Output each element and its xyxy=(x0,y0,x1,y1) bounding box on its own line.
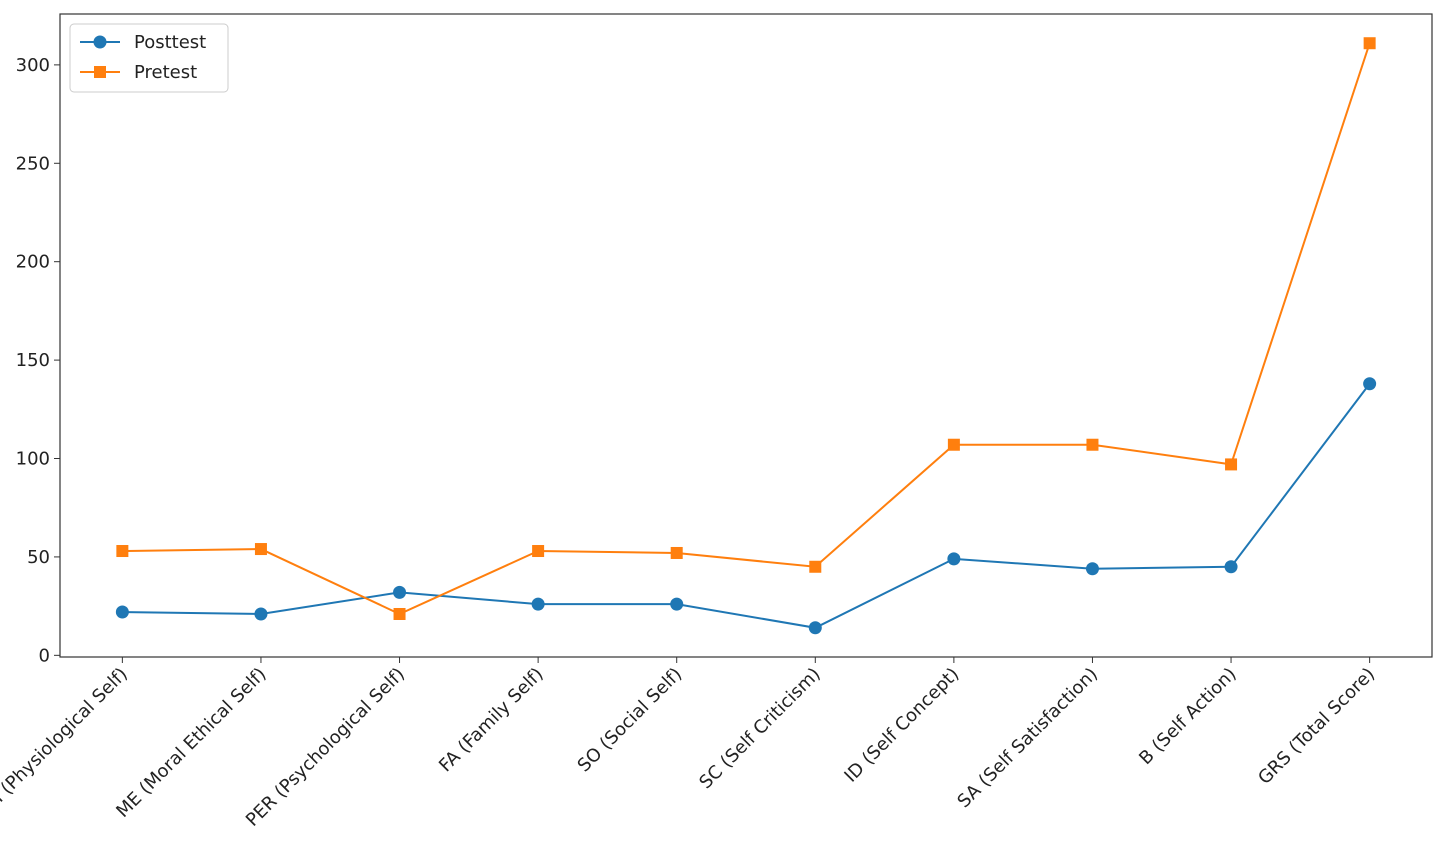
marker xyxy=(947,438,960,451)
marker xyxy=(808,621,822,635)
marker xyxy=(1224,560,1238,574)
marker xyxy=(254,607,268,621)
x-tick-label: GRS (Total Score) xyxy=(1254,664,1379,789)
y-tick-label: 100 xyxy=(16,449,50,470)
marker xyxy=(1363,37,1376,50)
x-tick-label: SC (Self Criticism) xyxy=(695,664,825,794)
marker xyxy=(393,585,407,599)
x-tick-label: PER (Psychological Self) xyxy=(242,664,409,831)
x-tick-label: PH (Physiological Self) xyxy=(0,664,132,821)
y-tick-label: 300 xyxy=(16,55,50,76)
y-tick-label: 200 xyxy=(16,252,50,273)
y-tick-label: 50 xyxy=(27,547,50,568)
marker xyxy=(393,607,406,620)
y-tick-label: 0 xyxy=(39,645,50,666)
x-tick-label: B (Self Action) xyxy=(1135,664,1240,769)
marker xyxy=(809,560,822,573)
marker xyxy=(1086,438,1099,451)
marker xyxy=(1225,458,1238,471)
marker xyxy=(532,545,545,558)
marker xyxy=(531,597,545,611)
series-line xyxy=(122,42,1371,616)
marker xyxy=(670,597,684,611)
legend-marker xyxy=(94,66,106,78)
marker xyxy=(1085,562,1099,576)
marker xyxy=(1363,377,1377,391)
marker xyxy=(116,545,129,558)
series-line xyxy=(122,383,1371,629)
marker xyxy=(254,543,267,556)
legend-label: Posttest xyxy=(134,32,206,53)
x-tick-label: ME (Moral Ethical Self) xyxy=(112,664,270,822)
marker xyxy=(115,605,129,619)
x-tick-label: FA (Family Self) xyxy=(435,664,548,777)
y-tick-label: 250 xyxy=(16,153,50,174)
x-tick-label: SO (Social Self) xyxy=(574,664,687,777)
marker xyxy=(670,546,683,559)
marker xyxy=(947,552,961,566)
x-tick-label: SA (Self Satisfaction) xyxy=(953,664,1102,813)
legend-marker xyxy=(93,35,107,49)
x-tick-label: ID (Self Concept) xyxy=(840,664,963,787)
plot-frame xyxy=(59,13,1433,658)
y-tick-label: 150 xyxy=(16,350,50,371)
legend-label: Pretest xyxy=(134,62,197,83)
